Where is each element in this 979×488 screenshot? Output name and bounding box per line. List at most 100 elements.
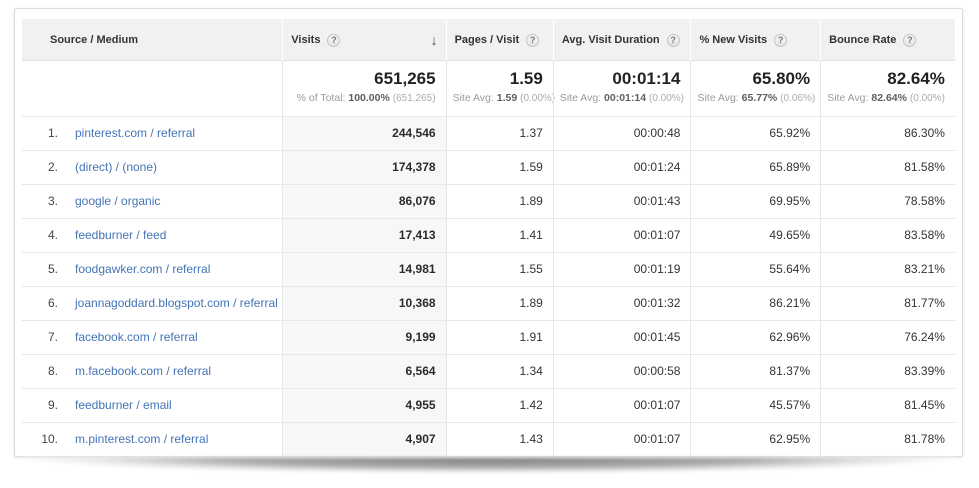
summary-avg-visit-duration: 00:01:14 Site Avg: 00:01:14 (0.00%)	[552, 61, 691, 116]
column-header-label: Bounce Rate	[829, 34, 897, 46]
visits-cell: 4,907	[282, 423, 446, 456]
source-medium-link[interactable]: foodgawker.com / referral	[75, 262, 211, 276]
source-medium-table: Source / Medium Visits ? ↓ Pages / Visit…	[22, 19, 955, 462]
source-medium-cell: 3. google / organic	[22, 185, 282, 218]
column-header-label: Source / Medium	[50, 34, 139, 46]
summary-pages-total: 1.59	[509, 69, 543, 88]
row-rank: 3.	[47, 194, 58, 208]
summary-visits-subtext: % of Total: 100.00% (651,265)	[289, 90, 436, 107]
summary-sub-paren: (0.00%)	[520, 93, 556, 104]
pages-per-visit-cell: 1.42	[445, 389, 553, 422]
avg-visit-duration-cell: 00:01:45	[552, 321, 691, 354]
pages-per-visit-cell: 1.91	[445, 321, 553, 354]
bounce-rate-cell: 81.77%	[820, 287, 955, 320]
pages-per-visit-cell: 1.89	[445, 287, 553, 320]
help-icon[interactable]: ?	[526, 33, 540, 47]
table-bottom-border	[22, 456, 955, 462]
pages-per-visit-cell: 1.34	[445, 355, 553, 388]
source-medium-link[interactable]: facebook.com / referral	[75, 330, 198, 344]
summary-visits-total: 651,265	[374, 69, 436, 88]
source-medium-cell: 10. m.pinterest.com / referral	[22, 423, 282, 456]
table-row: 3. google / organic 86,076 1.89 00:01:43 …	[22, 184, 955, 218]
summary-bounce-total: 82.64%	[887, 69, 945, 88]
help-icon[interactable]: ?	[327, 33, 341, 47]
summary-sub-label: Site Avg:	[559, 92, 602, 104]
summary-sub-value: 1.59	[496, 92, 518, 104]
column-header-source-medium[interactable]: Source / Medium	[22, 19, 282, 61]
pct-new-visits-cell: 86.21%	[690, 287, 820, 320]
table-row: 2. (direct) / (none) 174,378 1.59 00:01:2…	[22, 150, 955, 184]
column-header-label: Pages / Visit	[454, 34, 520, 46]
source-medium-link[interactable]: google / organic	[75, 194, 161, 208]
row-rank: 7.	[47, 330, 58, 344]
avg-visit-duration-cell: 00:01:07	[552, 219, 691, 252]
visits-cell: 9,199	[282, 321, 446, 354]
visits-cell: 174,378	[282, 151, 446, 184]
source-medium-cell: 7. facebook.com / referral	[22, 321, 282, 354]
bounce-rate-cell: 86.30%	[820, 117, 955, 150]
column-header-avg-visit-duration[interactable]: Avg. Visit Duration ?	[552, 19, 691, 61]
source-medium-link[interactable]: pinterest.com / referral	[75, 126, 196, 140]
summary-row: 651,265 % of Total: 100.00% (651,265) 1.…	[22, 61, 955, 116]
summary-new-visits-total: 65.80%	[752, 69, 811, 88]
source-medium-link[interactable]: m.pinterest.com / referral	[75, 432, 209, 446]
table-row: 7. facebook.com / referral 9,199 1.91 00:…	[22, 320, 955, 354]
source-medium-cell: 6. joannagoddard.blogspot.com / referral	[22, 287, 282, 320]
column-header-label: Avg. Visit Duration	[561, 34, 660, 46]
bounce-rate-cell: 81.58%	[820, 151, 955, 184]
avg-visit-duration-cell: 00:01:24	[552, 151, 691, 184]
pages-per-visit-cell: 1.37	[445, 117, 553, 150]
source-medium-link[interactable]: feedburner / feed	[75, 228, 167, 242]
summary-sub-paren: (0.00%)	[909, 93, 945, 104]
column-header-pct-new-visits[interactable]: % New Visits ?	[690, 19, 820, 61]
summary-duration-subtext: Site Avg: 00:01:14 (0.00%)	[559, 90, 684, 107]
row-rank: 9.	[47, 398, 58, 412]
source-medium-link[interactable]: m.facebook.com / referral	[75, 364, 212, 378]
visits-cell: 86,076	[282, 185, 446, 218]
row-rank: 4.	[47, 228, 58, 242]
table-row: 10. m.pinterest.com / referral 4,907 1.43…	[22, 422, 955, 456]
bounce-rate-cell: 83.58%	[820, 219, 955, 252]
analytics-table-card: Source / Medium Visits ? ↓ Pages / Visit…	[14, 8, 963, 457]
source-medium-cell: 8. m.facebook.com / referral	[22, 355, 282, 388]
avg-visit-duration-cell: 00:01:32	[552, 287, 691, 320]
help-icon[interactable]: ?	[774, 33, 788, 47]
card-drop-shadow	[24, 458, 955, 473]
summary-sub-paren: (0.06%)	[780, 93, 816, 104]
table-row: 5. foodgawker.com / referral 14,981 1.55 …	[22, 252, 955, 286]
row-rank: 10.	[41, 432, 58, 446]
column-header-label: Visits	[291, 34, 321, 46]
visits-cell: 10,368	[282, 287, 446, 320]
column-header-visits[interactable]: Visits ? ↓	[282, 19, 445, 61]
avg-visit-duration-cell: 00:01:07	[552, 423, 691, 456]
summary-bounce-rate: 82.64% Site Avg: 82.64% (0.00%)	[820, 61, 955, 116]
bounce-rate-cell: 81.45%	[820, 389, 955, 422]
pct-new-visits-cell: 81.37%	[690, 355, 820, 388]
avg-visit-duration-cell: 00:01:43	[552, 185, 691, 218]
summary-source-spacer	[22, 61, 282, 116]
row-rank: 6.	[47, 296, 58, 310]
help-icon[interactable]: ?	[903, 33, 917, 47]
column-header-bounce-rate[interactable]: Bounce Rate ?	[820, 19, 955, 61]
table-row: 8. m.facebook.com / referral 6,564 1.34 0…	[22, 354, 955, 388]
visits-cell: 244,546	[282, 117, 446, 150]
source-medium-cell: 1. pinterest.com / referral	[22, 117, 282, 150]
pct-new-visits-cell: 45.57%	[690, 389, 820, 422]
pct-new-visits-cell: 69.95%	[690, 185, 820, 218]
column-header-label: % New Visits	[699, 34, 768, 46]
sort-descending-icon[interactable]: ↓	[430, 32, 438, 48]
pct-new-visits-cell: 49.65%	[690, 219, 820, 252]
source-medium-link[interactable]: feedburner / email	[75, 398, 172, 412]
source-medium-link[interactable]: joannagoddard.blogspot.com / referral	[75, 296, 278, 310]
visits-cell: 4,955	[282, 389, 446, 422]
visits-cell: 17,413	[282, 219, 446, 252]
summary-sub-label: Site Avg:	[452, 92, 494, 104]
help-icon[interactable]: ?	[666, 33, 680, 47]
table-row: 4. feedburner / feed 17,413 1.41 00:01:07…	[22, 218, 955, 252]
summary-sub-label: % of Total:	[296, 92, 346, 104]
row-rank: 8.	[47, 364, 58, 378]
source-medium-link[interactable]: (direct) / (none)	[75, 160, 158, 174]
source-medium-cell: 4. feedburner / feed	[22, 219, 282, 252]
avg-visit-duration-cell: 00:00:58	[552, 355, 691, 388]
column-header-pages-per-visit[interactable]: Pages / Visit ?	[445, 19, 553, 61]
